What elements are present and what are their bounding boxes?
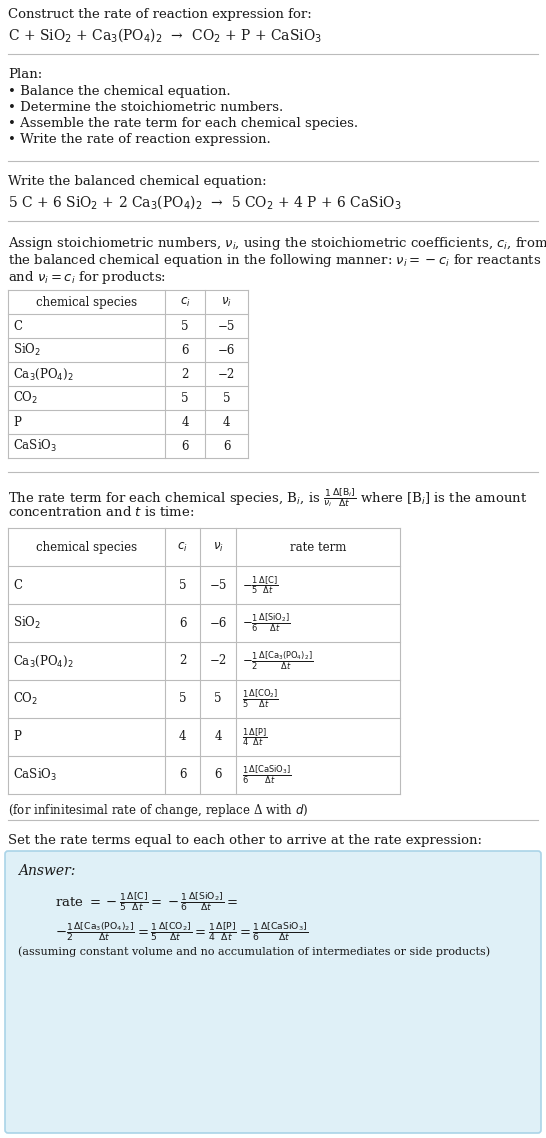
Text: $\frac{1}{4}\frac{\Delta[\mathrm{P}]}{\Delta t}$: $\frac{1}{4}\frac{\Delta[\mathrm{P}]}{\D…: [242, 726, 268, 748]
Text: • Assemble the rate term for each chemical species.: • Assemble the rate term for each chemic…: [8, 117, 358, 130]
Text: Construct the rate of reaction expression for:: Construct the rate of reaction expressio…: [8, 8, 312, 20]
Text: Write the balanced chemical equation:: Write the balanced chemical equation:: [8, 175, 266, 188]
Text: 6: 6: [181, 439, 189, 453]
Text: Ca$_3$(PO$_4$)$_2$: Ca$_3$(PO$_4$)$_2$: [13, 653, 74, 669]
Text: −2: −2: [218, 368, 235, 380]
Text: 5: 5: [179, 693, 186, 706]
Text: P: P: [13, 731, 21, 743]
Text: 4: 4: [181, 415, 189, 429]
Text: 5 C + 6 SiO$_2$ + 2 Ca$_3$(PO$_4$)$_2$  →  5 CO$_2$ + 4 P + 6 CaSiO$_3$: 5 C + 6 SiO$_2$ + 2 Ca$_3$(PO$_4$)$_2$ →…: [8, 193, 401, 211]
Text: the balanced chemical equation in the following manner: $\nu_i = -c_i$ for react: the balanced chemical equation in the fo…: [8, 251, 541, 269]
Text: 4: 4: [214, 731, 222, 743]
Text: C: C: [13, 320, 22, 332]
Text: (for infinitesimal rate of change, replace Δ with $d$): (for infinitesimal rate of change, repla…: [8, 802, 308, 819]
Text: $-\frac{1}{2}\frac{\Delta[\mathrm{Ca_3(PO_4)_2}]}{\Delta t} = \frac{1}{5}\frac{\: $-\frac{1}{2}\frac{\Delta[\mathrm{Ca_3(P…: [55, 920, 308, 943]
Text: P: P: [13, 415, 21, 429]
Text: −5: −5: [218, 320, 235, 332]
Text: 5: 5: [223, 391, 230, 404]
Text: SiO$_2$: SiO$_2$: [13, 615, 41, 632]
Text: C: C: [13, 578, 22, 592]
Text: • Balance the chemical equation.: • Balance the chemical equation.: [8, 85, 230, 98]
Text: 4: 4: [179, 731, 186, 743]
FancyBboxPatch shape: [5, 851, 541, 1133]
Text: 2: 2: [179, 654, 186, 668]
Text: Answer:: Answer:: [18, 864, 75, 879]
Text: rate term: rate term: [290, 541, 346, 553]
Text: 4: 4: [223, 415, 230, 429]
Text: $c_i$: $c_i$: [180, 296, 191, 308]
Text: 6: 6: [214, 768, 222, 782]
Text: Set the rate terms equal to each other to arrive at the rate expression:: Set the rate terms equal to each other t…: [8, 834, 482, 847]
Text: $\frac{1}{6}\frac{\Delta[\mathrm{CaSiO_3}]}{\Delta t}$: $\frac{1}{6}\frac{\Delta[\mathrm{CaSiO_3…: [242, 764, 292, 786]
Text: C + SiO$_2$ + Ca$_3$(PO$_4$)$_2$  →  CO$_2$ + P + CaSiO$_3$: C + SiO$_2$ + Ca$_3$(PO$_4$)$_2$ → CO$_2…: [8, 26, 322, 43]
Text: (assuming constant volume and no accumulation of intermediates or side products): (assuming constant volume and no accumul…: [18, 946, 490, 957]
Text: The rate term for each chemical species, B$_i$, is $\frac{1}{\nu_i}\frac{\Delta[: The rate term for each chemical species,…: [8, 486, 527, 509]
Text: 6: 6: [179, 768, 186, 782]
Text: rate $= -\frac{1}{5}\frac{\Delta[\mathrm{C}]}{\Delta t} = -\frac{1}{6}\frac{\Del: rate $= -\frac{1}{5}\frac{\Delta[\mathrm…: [55, 890, 238, 913]
Text: 5: 5: [179, 578, 186, 592]
Text: 6: 6: [179, 617, 186, 629]
Text: −5: −5: [209, 578, 227, 592]
Text: 5: 5: [214, 693, 222, 706]
Text: Plan:: Plan:: [8, 68, 42, 81]
Text: $c_i$: $c_i$: [177, 541, 188, 553]
Text: • Determine the stoichiometric numbers.: • Determine the stoichiometric numbers.: [8, 101, 283, 114]
Text: 5: 5: [181, 320, 189, 332]
Text: −2: −2: [209, 654, 227, 668]
Text: $\nu_i$: $\nu_i$: [221, 296, 232, 308]
Text: chemical species: chemical species: [36, 541, 137, 553]
Text: −6: −6: [209, 617, 227, 629]
Text: 2: 2: [181, 368, 189, 380]
Text: Assign stoichiometric numbers, $\nu_i$, using the stoichiometric coefficients, $: Assign stoichiometric numbers, $\nu_i$, …: [8, 236, 546, 251]
Text: CaSiO$_3$: CaSiO$_3$: [13, 438, 57, 454]
Text: CO$_2$: CO$_2$: [13, 390, 38, 406]
Text: • Write the rate of reaction expression.: • Write the rate of reaction expression.: [8, 133, 271, 146]
Text: 5: 5: [181, 391, 189, 404]
Text: CaSiO$_3$: CaSiO$_3$: [13, 767, 57, 783]
Text: $-\frac{1}{6}\frac{\Delta[\mathrm{SiO_2}]}{\Delta t}$: $-\frac{1}{6}\frac{\Delta[\mathrm{SiO_2}…: [242, 612, 290, 634]
Text: CO$_2$: CO$_2$: [13, 691, 38, 707]
Text: 6: 6: [223, 439, 230, 453]
Text: and $\nu_i = c_i$ for products:: and $\nu_i = c_i$ for products:: [8, 269, 166, 286]
Text: $\frac{1}{5}\frac{\Delta[\mathrm{CO_2}]}{\Delta t}$: $\frac{1}{5}\frac{\Delta[\mathrm{CO_2}]}…: [242, 687, 279, 710]
Text: $-\frac{1}{2}\frac{\Delta[\mathrm{Ca_3(PO_4)_2}]}{\Delta t}$: $-\frac{1}{2}\frac{\Delta[\mathrm{Ca_3(P…: [242, 650, 313, 673]
Text: Ca$_3$(PO$_4$)$_2$: Ca$_3$(PO$_4$)$_2$: [13, 366, 74, 381]
Text: SiO$_2$: SiO$_2$: [13, 341, 41, 358]
Text: chemical species: chemical species: [36, 296, 137, 308]
Text: 6: 6: [181, 344, 189, 356]
Text: −6: −6: [218, 344, 235, 356]
Text: $\nu_i$: $\nu_i$: [212, 541, 223, 553]
Text: concentration and $t$ is time:: concentration and $t$ is time:: [8, 505, 194, 519]
Text: $-\frac{1}{5}\frac{\Delta[\mathrm{C}]}{\Delta t}$: $-\frac{1}{5}\frac{\Delta[\mathrm{C}]}{\…: [242, 575, 278, 596]
